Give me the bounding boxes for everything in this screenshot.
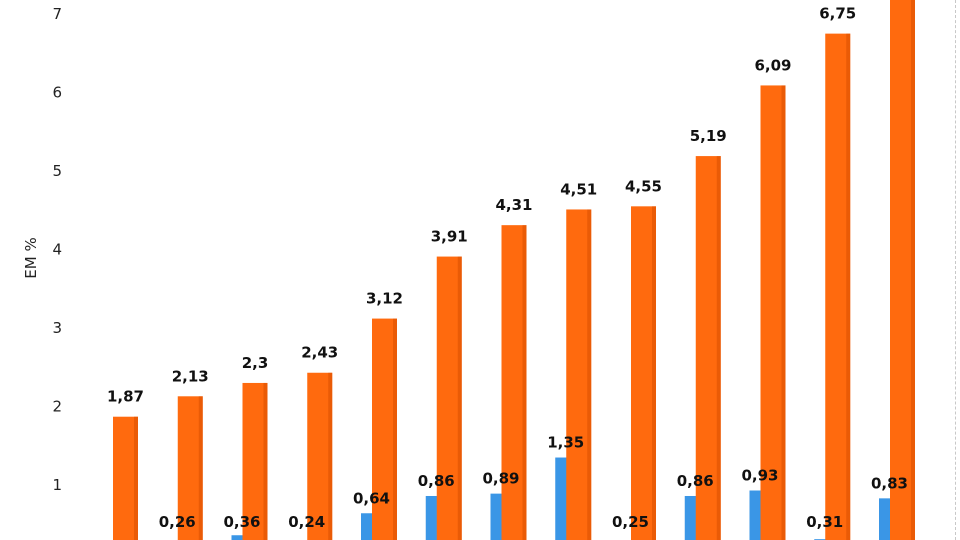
data-label: 3,12 (366, 290, 403, 308)
y-tick-label: 3 (52, 319, 62, 337)
orange-bar-edge (911, 0, 915, 540)
data-label: 4,55 (625, 177, 662, 195)
orange-bar-edge (393, 318, 397, 540)
data-label: 6,75 (819, 5, 856, 23)
data-label: 4,51 (560, 180, 597, 198)
orange-bar-edge (652, 206, 656, 540)
data-label: 4,31 (495, 196, 532, 214)
orange-bar (890, 0, 915, 540)
y-tick-label: 6 (52, 84, 62, 102)
data-label: 1,35 (547, 434, 584, 452)
data-label: 0,36 (223, 513, 260, 531)
orange-bar-edge (522, 225, 527, 540)
data-label: 0,93 (741, 466, 778, 484)
orange-bar (242, 382, 268, 540)
orange-bar (631, 206, 656, 540)
data-label: 0,86 (418, 472, 455, 490)
chart-right-border (955, 0, 956, 540)
data-label: 2,3 (242, 354, 269, 372)
data-label: 6,09 (754, 56, 791, 74)
data-labels: 0,26 0,36 0,24 0,64 0,86 0,89 1,35 0,25 0,86 0,93… (107, 5, 908, 531)
orange-bar-edge (134, 416, 138, 540)
orange-bar (436, 256, 462, 540)
data-label: 0,64 (353, 489, 390, 507)
orange-bar-edge (781, 85, 786, 540)
data-label: 1,87 (107, 388, 144, 406)
orange-bar (825, 33, 851, 540)
orange-bar (760, 85, 786, 540)
y-tick-label: 1 (52, 476, 62, 494)
y-tick-label: 5 (52, 162, 62, 180)
orange-bar-edge (846, 33, 851, 540)
orange-bar (695, 156, 721, 540)
orange-bar (566, 209, 592, 540)
data-label: 0,26 (159, 513, 196, 531)
y-axis-ticks: 1 2 3 4 5 6 7 (52, 5, 62, 494)
orange-bar-edge (263, 382, 268, 540)
data-label: 0,25 (612, 513, 649, 531)
orange-bar-edge (587, 209, 592, 540)
orange-bar-edge (716, 156, 721, 540)
data-label: 0,31 (806, 513, 843, 531)
orange-bar (113, 416, 138, 540)
data-label: 2,43 (301, 344, 338, 362)
y-tick-label: 2 (52, 398, 62, 416)
data-label: 0,86 (677, 472, 714, 490)
y-axis-label: EM % (22, 237, 40, 278)
data-label: 0,83 (871, 474, 908, 492)
y-tick-label: 7 (52, 5, 62, 23)
y-tick-label: 4 (52, 241, 62, 259)
orange-bar (501, 225, 527, 540)
orange-bar (372, 318, 397, 540)
bars (113, 0, 915, 540)
data-label: 0,24 (288, 513, 325, 531)
data-label: 3,91 (431, 228, 468, 246)
orange-bar (177, 396, 203, 540)
orange-bar (307, 372, 333, 540)
orange-bar-edge (328, 372, 333, 540)
orange-bar-edge (198, 396, 203, 540)
orange-bar-edge (457, 256, 462, 540)
data-label: 0,89 (482, 470, 519, 488)
data-label: 5,19 (690, 127, 727, 145)
data-label: 2,13 (172, 367, 209, 385)
